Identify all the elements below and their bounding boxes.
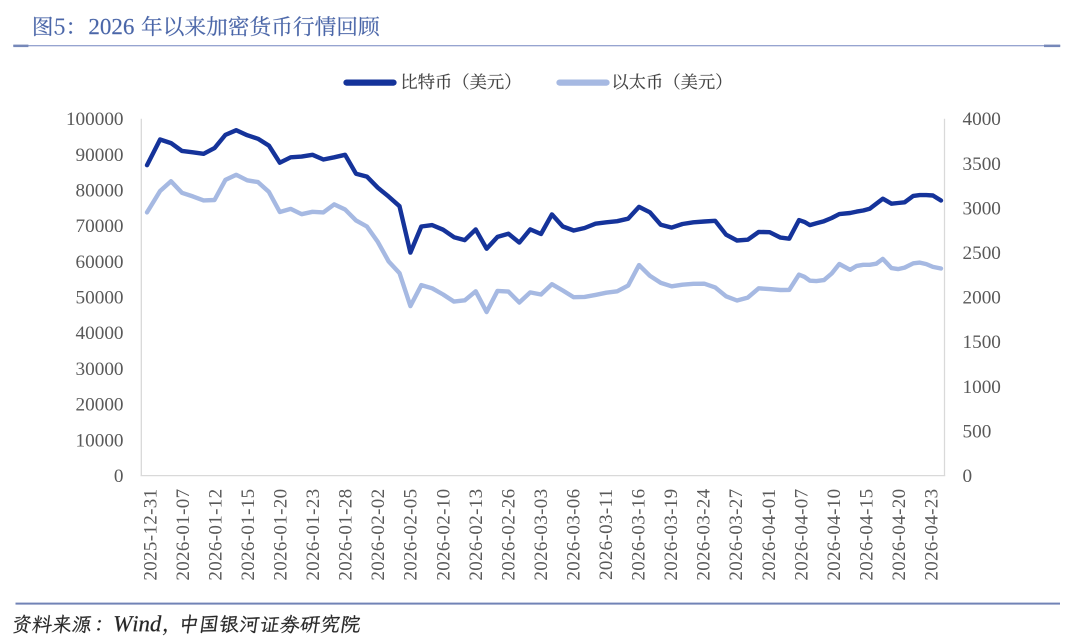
svg-text:2026-02-05: 2026-02-05 [401,489,422,581]
svg-text:1500: 1500 [963,332,1001,353]
svg-text:60000: 60000 [76,252,124,273]
svg-text:2500: 2500 [963,243,1001,264]
svg-text:70000: 70000 [76,216,124,237]
svg-text:2026-03-11: 2026-03-11 [596,489,617,580]
svg-text:2026-01-12: 2026-01-12 [205,489,226,581]
svg-text:2026-02-02: 2026-02-02 [368,489,389,581]
svg-text:0: 0 [114,466,124,487]
svg-text:2026-01-15: 2026-01-15 [238,489,259,581]
svg-text:2026-02-10: 2026-02-10 [433,489,454,581]
svg-text:40000: 40000 [76,323,124,344]
svg-text:30000: 30000 [76,359,124,380]
svg-text:2025-12-31: 2025-12-31 [140,489,161,581]
svg-text:1000: 1000 [963,377,1001,398]
svg-text:2026-01-07: 2026-01-07 [173,489,194,581]
svg-text:2026-01-23: 2026-01-23 [303,489,324,581]
svg-text:500: 500 [963,421,992,442]
svg-text:2026-03-19: 2026-03-19 [661,489,682,581]
svg-text:2026-01-20: 2026-01-20 [271,489,292,581]
svg-text:2026-04-23: 2026-04-23 [922,489,943,581]
svg-text:2026-04-15: 2026-04-15 [856,489,877,581]
svg-text:50000: 50000 [76,288,124,309]
svg-text:2026-03-16: 2026-03-16 [629,489,650,581]
svg-text:2026-04-10: 2026-04-10 [824,489,845,581]
svg-text:20000: 20000 [76,395,124,416]
svg-text:2026-04-07: 2026-04-07 [791,489,812,581]
svg-text:2026-03-06: 2026-03-06 [564,489,585,581]
svg-text:2026-04-20: 2026-04-20 [889,489,910,581]
svg-text:80000: 80000 [76,181,124,202]
svg-text:10000: 10000 [76,430,124,451]
svg-text:2026-03-24: 2026-03-24 [694,488,715,580]
svg-text:2026-03-27: 2026-03-27 [726,489,747,581]
svg-text:0: 0 [963,466,973,487]
svg-text:2026-03-03: 2026-03-03 [531,489,552,581]
svg-text:3000: 3000 [963,198,1001,219]
svg-text:100000: 100000 [66,109,124,130]
svg-text:2026-02-26: 2026-02-26 [498,489,519,581]
svg-text:2026-04-01: 2026-04-01 [759,489,780,581]
svg-text:3500: 3500 [963,154,1001,175]
svg-text:90000: 90000 [76,145,124,166]
svg-text:2026-02-13: 2026-02-13 [466,489,487,581]
svg-text:4000: 4000 [963,109,1001,130]
svg-text:2000: 2000 [963,288,1001,309]
svg-text:2026-01-28: 2026-01-28 [336,489,357,581]
